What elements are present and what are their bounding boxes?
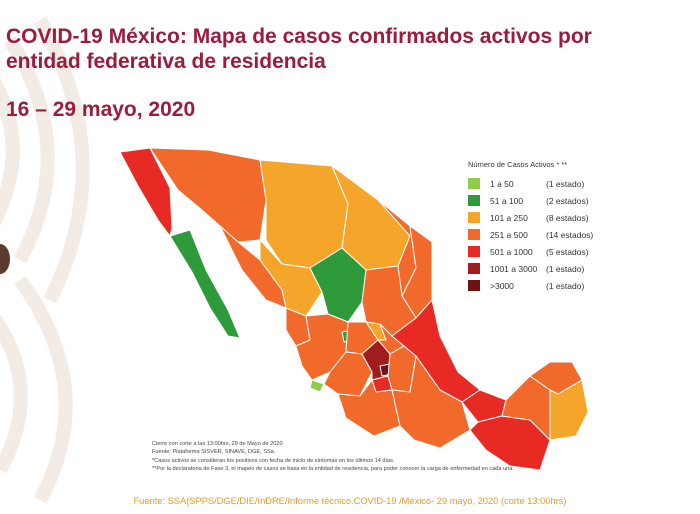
legend-count: (1 estado) (546, 280, 585, 291)
legend-count: (2 estados) (546, 195, 589, 206)
date-range: 16 – 29 mayo, 2020 (6, 98, 196, 121)
legend-swatch (468, 263, 480, 274)
state-oaxaca (391, 355, 471, 449)
state-quintana-roo (549, 379, 589, 441)
legend-item: 501 a 1000 (5 estados) (462, 243, 662, 260)
state-baja-california (119, 147, 173, 237)
legend-item: 251 a 500 (14 estados) (462, 226, 662, 243)
legend-range: 251 a 500 (490, 229, 528, 240)
legend-count: (5 estados) (546, 246, 589, 257)
side-marker (0, 244, 10, 274)
legend-count: (8 estados) (546, 212, 589, 223)
state-chihuahua (259, 159, 349, 269)
state-michoacan (323, 351, 373, 397)
legend-swatch (468, 212, 480, 223)
state-colima (309, 379, 325, 393)
state-baja-california-sur (169, 229, 241, 339)
legend-count: (14 estados) (546, 229, 594, 240)
legend-range: >3000 (490, 280, 514, 291)
legend-swatch (468, 246, 480, 257)
legend-swatch (468, 229, 480, 240)
legend-item: 101 a 250 (8 estados) (462, 209, 662, 226)
legend-item: >3000 (1 estado) (462, 277, 662, 294)
page-title: COVID-19 México: Mapa de casos confirmad… (6, 24, 696, 74)
title-line-2: entidad federativa de residencia (6, 50, 326, 73)
legend-swatch (468, 195, 480, 206)
legend-item: 51 a 100 (2 estados) (462, 192, 662, 209)
legend-swatch (468, 280, 480, 291)
mexico-map (119, 147, 589, 471)
state-zacatecas (309, 247, 367, 323)
legend-swatch (468, 178, 480, 189)
legend-range: 101 a 250 (490, 212, 528, 223)
map-legend: Número de Casos Activos * ** 1 a 50 (1 e… (462, 160, 662, 294)
legend-range: 1001 a 3000 (490, 263, 538, 274)
footnote-source: Fuente: Plataforma SISVER, SINAVE, DGE, … (152, 449, 276, 456)
source-line: Fuente: SSA(SPPS/DGE/DIE/InDRE/Informe t… (133, 496, 567, 506)
legend-title: Número de Casos Activos * ** (468, 160, 568, 169)
legend-count: (1 estado) (546, 263, 585, 274)
title-line-1: COVID-19 México: Mapa de casos confirmad… (6, 25, 592, 48)
footnote-active-cases: *Casos activos se consideran los positiv… (152, 457, 395, 464)
legend-range: 51 a 100 (490, 195, 524, 206)
legend-item: 1001 a 3000 (1 estado) (462, 260, 662, 277)
legend-count: (1 estado) (546, 178, 585, 189)
footnote-cutoff: Cierre con corte a las 13:00hrs, 29 de M… (152, 441, 283, 447)
legend-item: 1 a 50 (1 estado) (462, 175, 662, 192)
state-sonora (149, 147, 267, 243)
footnote-phase3: **Por la declaratoria de Fase 3, el mape… (152, 465, 514, 472)
footnotes: Cierre con corte a las 13:00hrs, 29 de M… (152, 440, 572, 473)
legend-range: 501 a 1000 (490, 246, 533, 257)
legend-range: 1 a 50 (490, 178, 514, 189)
